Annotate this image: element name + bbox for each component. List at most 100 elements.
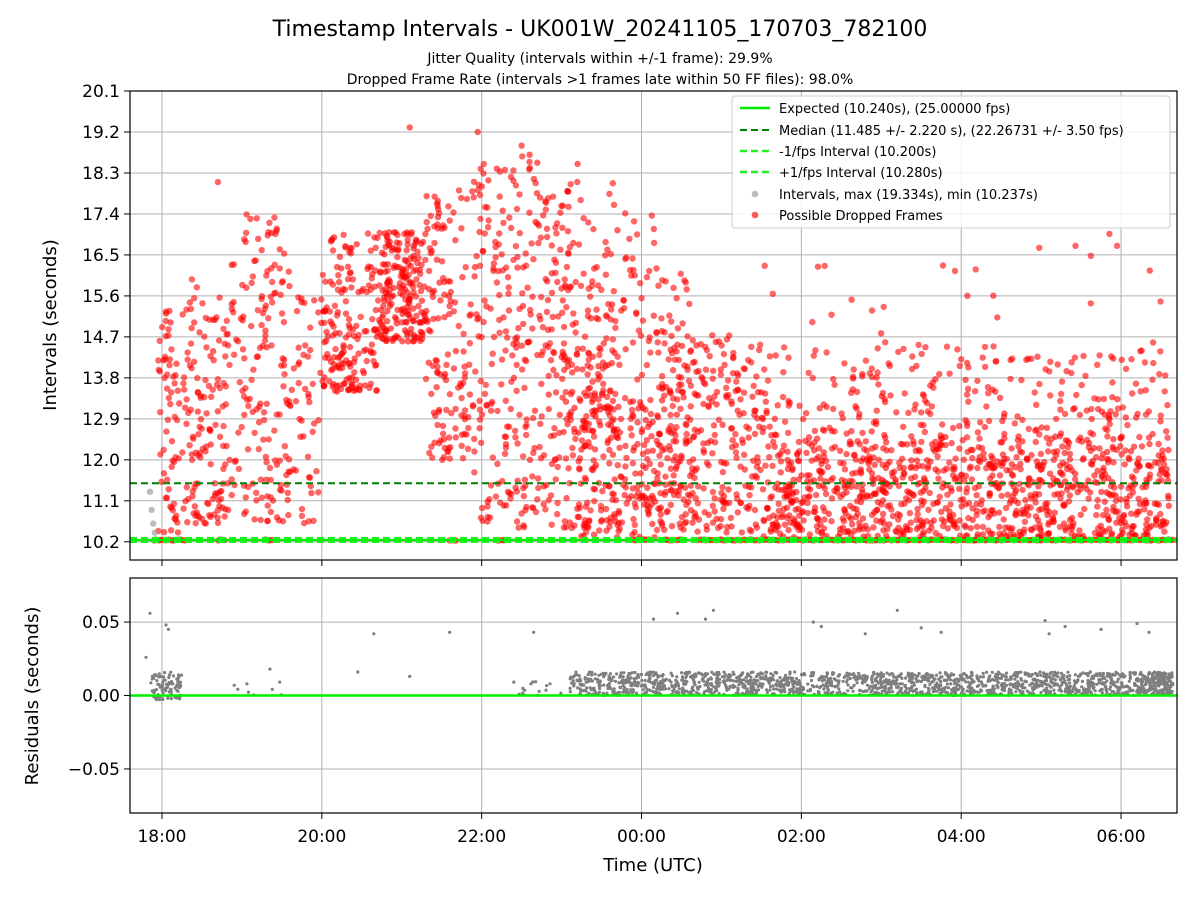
dropped-frame-point <box>916 479 924 487</box>
dropped-frame-point <box>295 361 302 368</box>
dropped-frame-point <box>384 267 391 274</box>
dropped-frame-point <box>518 366 526 373</box>
dropped-frame-point <box>476 228 483 236</box>
dropped-frame-point <box>954 346 961 353</box>
dropped-frame-point <box>900 464 907 472</box>
dropped-frame-point <box>1054 361 1061 368</box>
dropped-frame-point <box>1047 358 1054 365</box>
dropped-frame-point <box>591 446 599 453</box>
dropped-frame-point <box>781 521 789 528</box>
dropped-frame-point <box>528 240 535 247</box>
dropped-frame-point <box>655 282 662 289</box>
dropped-frame-point <box>466 361 473 368</box>
dropped-frame-point <box>168 463 175 470</box>
dropped-frame-point <box>534 159 541 166</box>
residual-point <box>622 671 626 675</box>
dropped-frame-point <box>734 509 741 516</box>
dropped-frame-point <box>629 339 637 346</box>
dropped-frame-point <box>880 445 887 452</box>
dropped-frame-point <box>606 446 613 454</box>
dropped-frame-point <box>668 522 676 530</box>
dropped-frame-point <box>466 340 473 347</box>
dropped-frame-point <box>1165 502 1173 509</box>
residual-point <box>651 674 655 678</box>
dropped-frame-point <box>445 434 453 441</box>
dropped-frame-point <box>424 225 431 232</box>
dropped-frame-point <box>256 344 264 351</box>
dropped-frame-point <box>580 270 587 277</box>
dropped-frame-point <box>384 307 391 315</box>
residual-point <box>981 675 986 679</box>
dropped-frame-point <box>502 328 510 335</box>
dropped-frame-point <box>1045 440 1053 447</box>
dropped-frame-point <box>774 402 781 409</box>
dropped-frame-point <box>223 331 230 338</box>
dropped-frame-point <box>618 307 625 314</box>
dropped-frame-point <box>1083 485 1090 493</box>
dropped-frame-point <box>904 488 911 495</box>
dropped-frame-point <box>802 410 810 417</box>
dropped-frame-point <box>502 444 510 451</box>
dropped-frame-point <box>673 411 681 418</box>
dropped-frame-point <box>581 333 589 340</box>
dropped-frame-point <box>494 460 501 467</box>
dropped-frame-point <box>481 230 488 237</box>
dropped-frame-point <box>530 256 537 263</box>
dropped-frame-point <box>670 472 677 479</box>
dropped-frame-point <box>1142 387 1150 394</box>
dropped-frame-point <box>304 453 312 460</box>
dropped-frame-point <box>557 209 564 216</box>
dropped-frame-point <box>564 188 571 195</box>
residual-point <box>1004 683 1009 687</box>
dropped-frame-point <box>418 308 425 316</box>
dropped-frame-point <box>267 476 274 484</box>
dropped-frame-point <box>949 472 957 479</box>
dropped-frame-point <box>999 451 1007 458</box>
residual-point <box>1008 683 1012 687</box>
dropped-frame-point <box>638 371 646 379</box>
dropped-frame-point <box>1021 526 1028 533</box>
dropped-frame-point <box>193 284 200 291</box>
dropped-frame-point <box>190 358 198 365</box>
dropped-frame-point <box>860 525 867 532</box>
dropped-frame-point <box>715 338 723 345</box>
dropped-frame-point <box>261 337 269 344</box>
dropped-frame-point <box>748 484 755 491</box>
dropped-frame-point <box>466 391 474 398</box>
dropped-frame-point <box>563 523 570 531</box>
dropped-frame-point <box>350 359 358 366</box>
dropped-frame-point <box>996 523 1003 531</box>
dropped-frame-point <box>544 296 552 304</box>
dropped-frame-point <box>1009 355 1016 362</box>
dropped-frame-point <box>240 393 248 400</box>
dropped-frame-point <box>846 438 854 445</box>
dropped-frame-point <box>295 344 302 351</box>
subtitle-jitter-quality: Jitter Quality (intervals within +/-1 fr… <box>426 51 772 67</box>
dropped-frame-point <box>849 470 856 477</box>
dropped-frame-point <box>214 519 222 527</box>
dropped-frame-point <box>1121 461 1128 468</box>
dropped-frame-point <box>913 457 921 464</box>
dropped-frame-point <box>813 455 820 463</box>
dropped-frame-point <box>612 324 619 332</box>
dropped-frame-point <box>199 300 206 307</box>
dropped-frame-point <box>926 489 933 497</box>
dropped-frame-point <box>585 385 592 393</box>
dropped-frame-point <box>251 429 258 437</box>
dropped-frame-point <box>176 400 183 407</box>
dropped-frame-point <box>910 438 917 445</box>
dropped-frame-point <box>824 463 832 471</box>
dropped-frame-point <box>915 462 922 469</box>
dropped-frame-point <box>1096 445 1103 452</box>
dropped-frame-point <box>489 454 496 461</box>
dropped-frame-point <box>345 331 353 338</box>
dropped-frame-point <box>905 497 913 504</box>
dropped-frame-point <box>1050 515 1057 523</box>
residual-point <box>1029 674 1033 678</box>
dropped-frame-point <box>501 166 509 174</box>
dropped-frame-point <box>405 298 412 305</box>
dropped-frame-point <box>413 237 421 245</box>
dropped-frame-point <box>480 170 487 177</box>
dropped-frame-point <box>734 495 741 502</box>
dropped-frame-point <box>1144 462 1152 469</box>
